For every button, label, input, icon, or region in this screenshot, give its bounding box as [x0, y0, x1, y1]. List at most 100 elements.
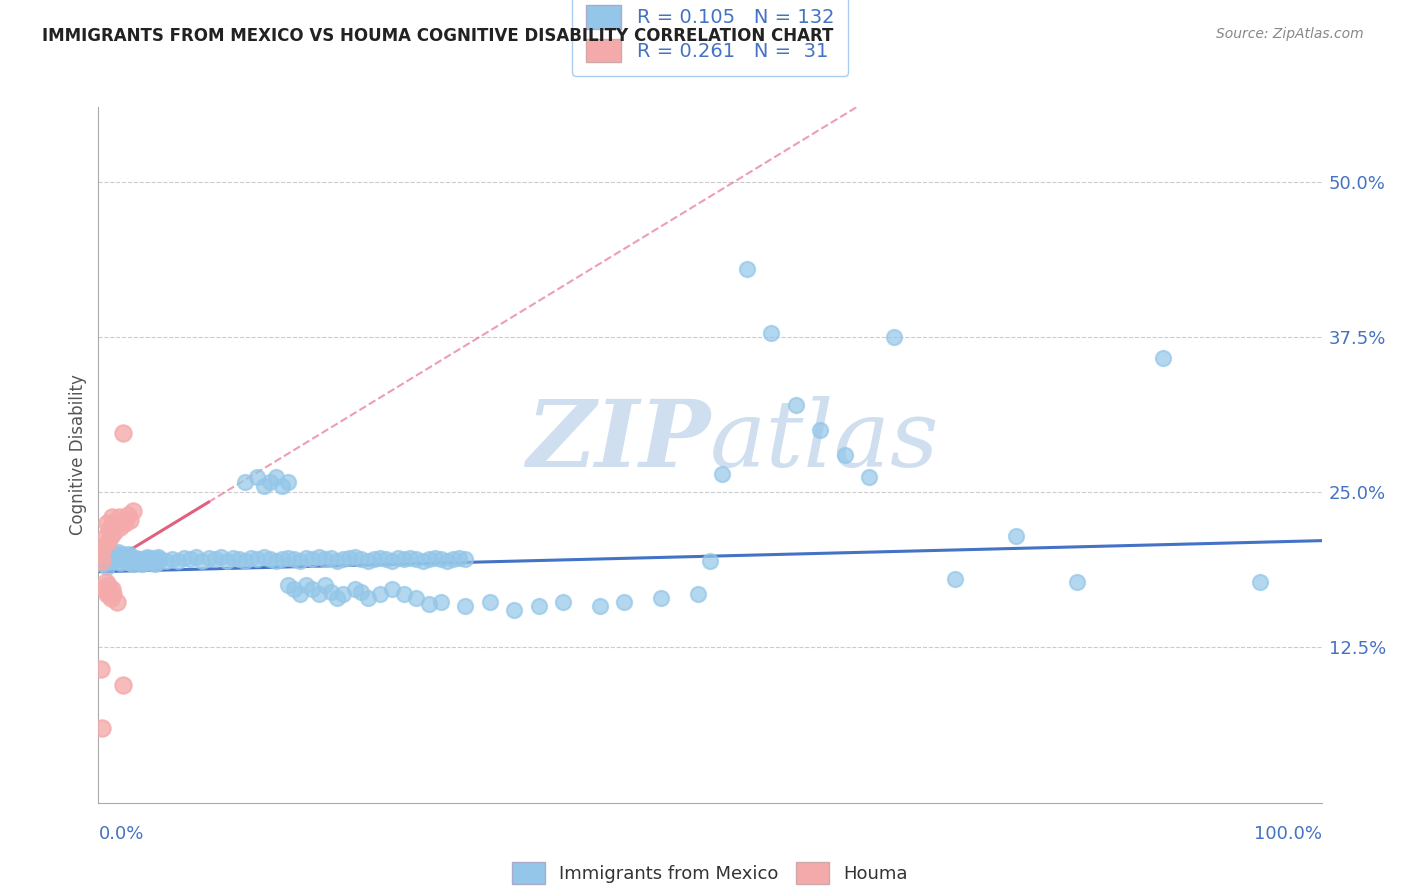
- Point: [761, 326, 783, 341]
- Point: [350, 552, 373, 566]
- Point: [124, 553, 146, 567]
- Point: [246, 470, 269, 484]
- Point: [392, 552, 416, 566]
- Text: IMMIGRANTS FROM MEXICO VS HOUMA COGNITIVE DISABILITY CORRELATION CHART: IMMIGRANTS FROM MEXICO VS HOUMA COGNITIV…: [42, 27, 834, 45]
- Point: [141, 551, 163, 566]
- Point: [97, 535, 120, 549]
- Point: [785, 398, 807, 412]
- Text: 0.0%: 0.0%: [98, 825, 143, 843]
- Point: [332, 552, 354, 566]
- Point: [148, 549, 170, 564]
- Point: [264, 553, 287, 567]
- Point: [117, 552, 139, 566]
- Point: [363, 552, 385, 566]
- Point: [96, 587, 118, 601]
- Text: 100.0%: 100.0%: [1254, 825, 1322, 843]
- Point: [943, 572, 966, 586]
- Point: [283, 552, 305, 566]
- Point: [117, 508, 139, 522]
- Legend: Immigrants from Mexico, Houma: Immigrants from Mexico, Houma: [505, 855, 915, 891]
- Point: [110, 520, 132, 534]
- Point: [264, 470, 287, 484]
- Point: [94, 529, 117, 543]
- Point: [129, 556, 152, 570]
- Point: [834, 448, 856, 462]
- Point: [308, 549, 330, 564]
- Point: [110, 556, 132, 570]
- Point: [191, 553, 214, 567]
- Point: [104, 547, 127, 561]
- Point: [392, 587, 416, 601]
- Point: [135, 552, 157, 566]
- Point: [120, 556, 142, 570]
- Point: [301, 582, 323, 596]
- Point: [91, 558, 114, 572]
- Point: [100, 529, 122, 543]
- Point: [215, 553, 238, 567]
- Point: [111, 547, 134, 561]
- Point: [228, 552, 250, 566]
- Point: [101, 587, 124, 601]
- Point: [449, 551, 471, 566]
- Point: [98, 584, 121, 599]
- Point: [127, 555, 149, 569]
- Point: [91, 721, 114, 735]
- Point: [143, 558, 166, 572]
- Point: [138, 555, 160, 569]
- Point: [97, 578, 120, 592]
- Point: [94, 545, 117, 559]
- Point: [308, 587, 330, 601]
- Point: [858, 470, 880, 484]
- Point: [146, 556, 169, 570]
- Point: [399, 551, 422, 566]
- Point: [277, 551, 299, 566]
- Point: [405, 552, 427, 566]
- Point: [319, 584, 342, 599]
- Point: [381, 582, 404, 596]
- Point: [114, 516, 136, 531]
- Point: [209, 549, 232, 564]
- Point: [314, 552, 336, 566]
- Point: [101, 582, 124, 596]
- Point: [356, 591, 378, 605]
- Point: [179, 552, 201, 566]
- Point: [111, 551, 134, 566]
- Point: [98, 523, 121, 537]
- Point: [374, 552, 396, 566]
- Point: [120, 549, 142, 564]
- Point: [132, 552, 155, 566]
- Point: [277, 578, 299, 592]
- Point: [423, 551, 446, 566]
- Point: [1249, 574, 1271, 589]
- Point: [108, 510, 131, 524]
- Point: [145, 552, 167, 566]
- Point: [94, 574, 117, 589]
- Point: [136, 549, 159, 564]
- Point: [613, 594, 636, 608]
- Point: [101, 553, 124, 567]
- Point: [122, 552, 145, 566]
- Point: [711, 467, 734, 481]
- Point: [290, 553, 312, 567]
- Point: [356, 553, 378, 567]
- Point: [139, 552, 162, 566]
- Point: [259, 552, 281, 566]
- Point: [197, 551, 219, 566]
- Point: [114, 555, 136, 569]
- Point: [326, 553, 349, 567]
- Point: [129, 553, 152, 567]
- Point: [233, 553, 256, 567]
- Point: [139, 556, 162, 570]
- Point: [118, 547, 141, 561]
- Point: [686, 587, 709, 601]
- Point: [111, 678, 134, 692]
- Point: [527, 599, 550, 614]
- Point: [246, 552, 269, 566]
- Point: [108, 549, 131, 564]
- Point: [387, 551, 409, 566]
- Point: [186, 549, 208, 564]
- Point: [142, 553, 165, 567]
- Point: [454, 599, 477, 614]
- Point: [107, 545, 129, 559]
- Point: [350, 584, 373, 599]
